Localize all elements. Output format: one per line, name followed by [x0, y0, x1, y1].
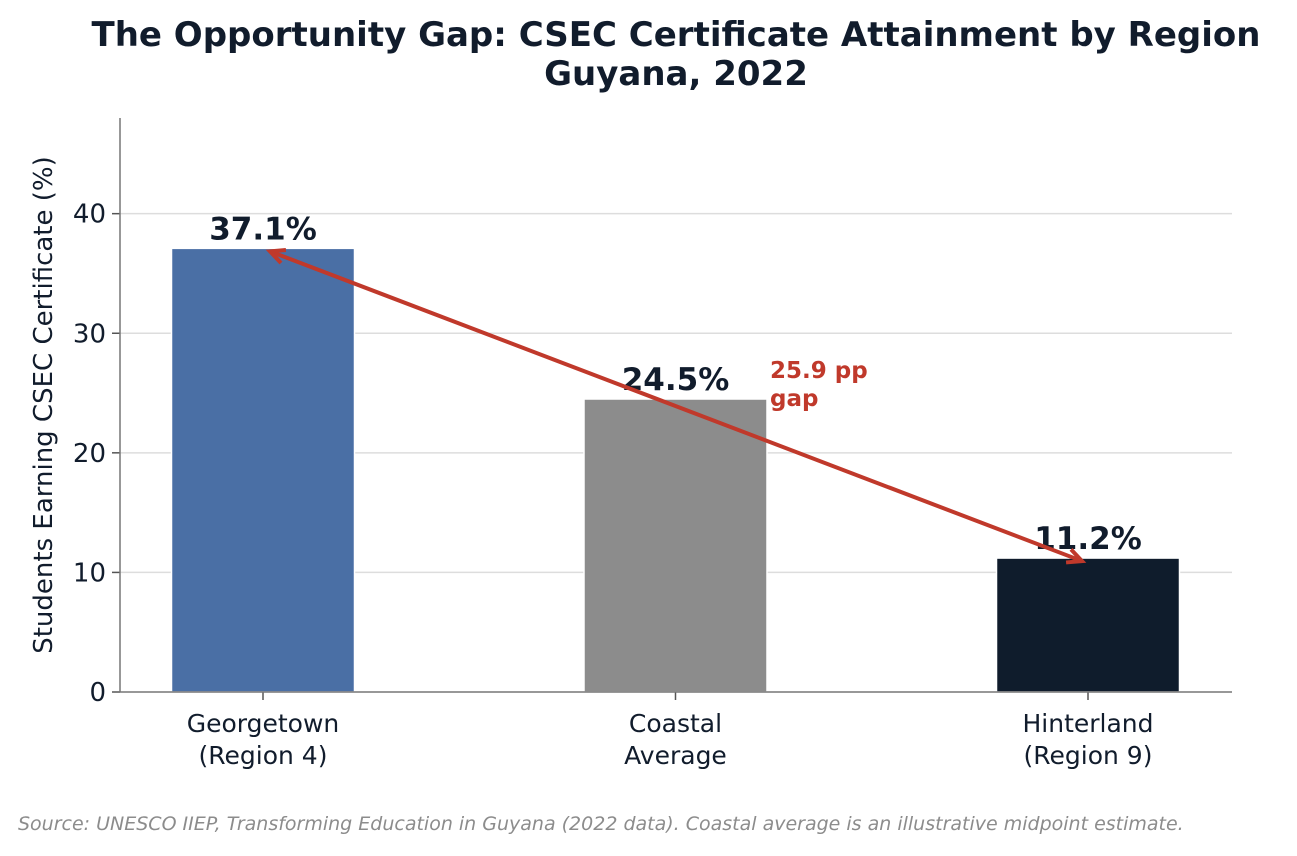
y-tick-label: 40 — [73, 200, 106, 230]
x-tick-label: Coastal — [629, 709, 722, 738]
y-tick-label: 20 — [73, 439, 106, 469]
x-tick-label: Average — [624, 741, 727, 770]
arrowhead — [265, 247, 287, 265]
y-axis-label: Students Earning CSEC Certificate (%) — [29, 156, 59, 654]
x-tick-label: Hinterland — [1022, 709, 1153, 738]
y-tick-label: 0 — [89, 678, 106, 708]
x-tick-label: Georgetown — [187, 709, 340, 738]
x-tick-label: (Region 9) — [1024, 741, 1153, 770]
source-note: Source: UNESCO IIEP, Transforming Educat… — [18, 813, 1184, 835]
data-label: 37.1% — [209, 211, 317, 247]
gap-annotation: gap — [770, 386, 818, 412]
chart-subtitle: Guyana, 2022 — [544, 54, 808, 94]
y-tick-label: 30 — [73, 319, 106, 349]
x-tick-label: (Region 4) — [199, 741, 328, 770]
gap-arrow — [269, 249, 1083, 563]
y-tick-label: 10 — [73, 558, 106, 588]
bar — [170, 247, 356, 693]
chart-title: The Opportunity Gap: CSEC Certificate At… — [92, 15, 1261, 55]
bar — [583, 398, 768, 693]
bar — [995, 557, 1181, 693]
arrowhead — [1065, 548, 1087, 565]
data-label: 11.2% — [1034, 521, 1142, 557]
gap-annotation: 25.9 pp — [770, 358, 868, 384]
